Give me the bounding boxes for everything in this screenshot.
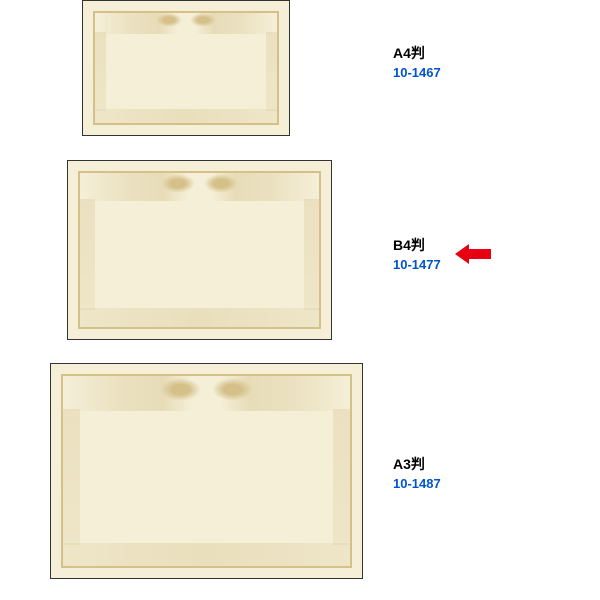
certificate-a3 <box>50 363 363 579</box>
product-code: 10-1467 <box>393 65 441 80</box>
ornament-left <box>61 409 80 545</box>
label-a4: A4判 10-1467 <box>393 43 441 80</box>
ornament-frame <box>78 171 321 329</box>
size-comparison-chart: { "background_color": "#ffffff", "certif… <box>0 0 600 600</box>
product-code: 10-1487 <box>393 476 441 491</box>
label-a3: A3判 10-1487 <box>393 454 441 491</box>
label-b4: B4判 10-1477 <box>393 235 441 272</box>
phoenix-icon <box>161 174 195 193</box>
selected-arrow-icon <box>455 242 491 266</box>
ornament-top <box>61 374 352 411</box>
size-label: A4判 <box>393 43 425 63</box>
ornament-frame <box>93 11 279 125</box>
phoenix-icon <box>212 378 253 401</box>
ornament-bottom <box>61 543 352 568</box>
ornament-top <box>78 171 321 201</box>
ornament-bottom <box>93 109 279 125</box>
ornament-top <box>93 11 279 34</box>
size-label: B4判 <box>393 235 425 255</box>
product-code: 10-1477 <box>393 257 441 272</box>
phoenix-icon <box>160 378 201 401</box>
ornament-right <box>304 199 321 310</box>
ornament-right <box>266 32 279 112</box>
certificate-a4 <box>82 0 290 136</box>
ornament-left <box>93 32 106 112</box>
ornament-right <box>333 409 352 545</box>
ornament-bottom <box>78 308 321 329</box>
phoenix-icon <box>190 13 216 27</box>
ornament-left <box>78 199 95 310</box>
ornament-frame <box>61 374 352 568</box>
certificate-b4 <box>67 160 332 340</box>
size-label: A3判 <box>393 454 425 474</box>
phoenix-icon <box>156 13 182 27</box>
